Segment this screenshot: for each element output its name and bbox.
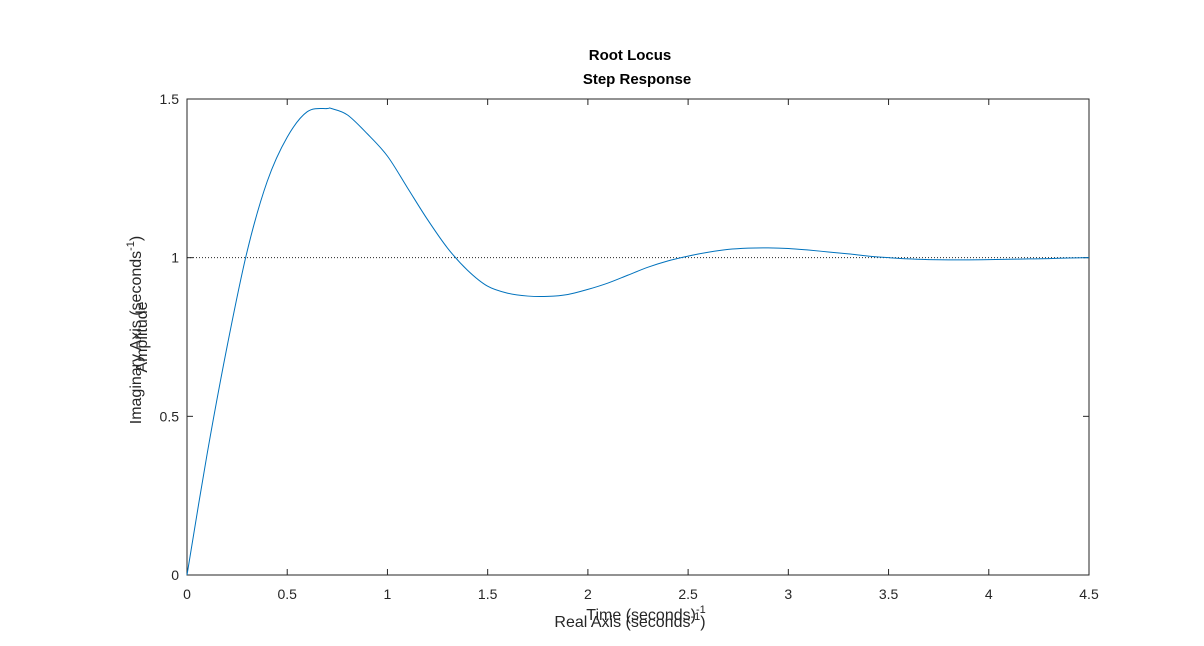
x-axis-label-time: Time (seconds)-1 bbox=[586, 604, 705, 624]
y-axis-label-amplitude: Amplitude bbox=[134, 301, 151, 372]
x-tick-label: 1.5 bbox=[478, 586, 498, 602]
y-tick-label: 1 bbox=[171, 250, 179, 266]
y-tick-label: 0 bbox=[171, 567, 179, 583]
x-tick-label: 3.5 bbox=[879, 586, 899, 602]
plot-area bbox=[186, 98, 1090, 576]
chart-subtitle: Step Response bbox=[583, 71, 691, 88]
y-tick-label: 1.5 bbox=[160, 91, 180, 107]
y-tick-label: 0.5 bbox=[160, 408, 180, 424]
x-ticks: 0 0.5 1 1.5 2 2.5 3 3.5 4 4.5 bbox=[183, 99, 1099, 602]
x-tick-label: 2.5 bbox=[678, 586, 698, 602]
x-tick-label: 3 bbox=[784, 586, 792, 602]
series-line-step-response bbox=[186, 107, 1090, 576]
chart-title: Root Locus bbox=[589, 47, 672, 64]
x-tick-label: 0 bbox=[183, 586, 191, 602]
x-axis-label-real: Real Axis (seconds-1) bbox=[554, 611, 705, 631]
x-tick-label: 4 bbox=[985, 586, 993, 602]
x-tick-label: 0.5 bbox=[277, 586, 297, 602]
x-tick-label: 2 bbox=[584, 586, 592, 602]
x-tick-label: 4.5 bbox=[1079, 586, 1099, 602]
y-axis-label-imaginary: Imaginary Axis (seconds-1) bbox=[125, 236, 145, 425]
x-tick-label: 1 bbox=[384, 586, 392, 602]
